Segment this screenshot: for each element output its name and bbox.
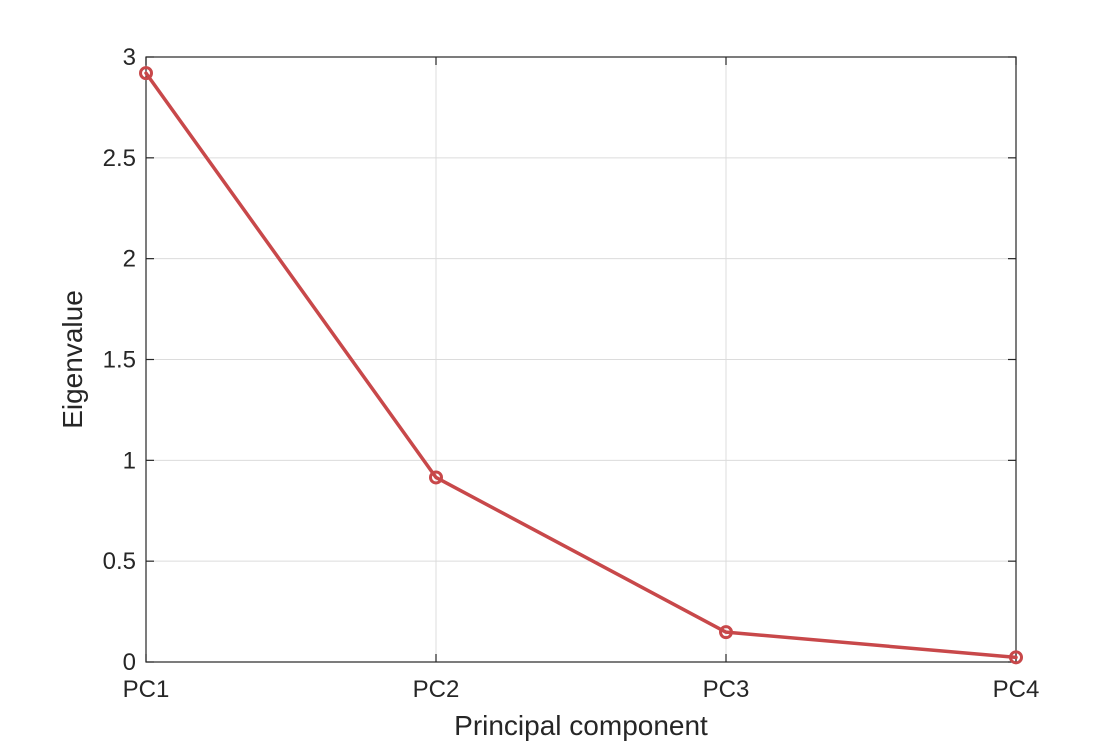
data-point-pc4 bbox=[1009, 650, 1023, 665]
y-tick-label: 1 bbox=[123, 447, 136, 474]
y-tick-label: 1.5 bbox=[103, 347, 136, 374]
x-axis-title: Principal component bbox=[454, 710, 708, 741]
y-tick-label: 0.5 bbox=[103, 548, 136, 575]
x-tick-label: PC2 bbox=[413, 676, 460, 703]
y-tick-labels: 0 0.5 1 1.5 2 2.5 3 bbox=[103, 44, 136, 676]
series bbox=[139, 66, 1023, 665]
x-tick-label: PC4 bbox=[993, 676, 1040, 703]
data-point-pc1 bbox=[139, 66, 153, 81]
x-tick-label: PC3 bbox=[703, 676, 750, 703]
data-point-pc3 bbox=[719, 625, 733, 640]
x-tick-labels: PC1 PC2 PC3 PC4 bbox=[123, 676, 1040, 703]
series-line bbox=[144, 71, 1018, 660]
y-tick-label: 2 bbox=[123, 246, 136, 273]
y-tick-label: 2.5 bbox=[103, 145, 136, 172]
y-axis-title: Eigenvalue bbox=[57, 290, 88, 429]
data-point-pc2 bbox=[429, 470, 443, 485]
grid bbox=[145, 56, 1017, 663]
x-tick-label: PC1 bbox=[123, 676, 170, 703]
y-tick-label: 0 bbox=[123, 649, 136, 676]
y-tick-label: 3 bbox=[123, 44, 136, 71]
